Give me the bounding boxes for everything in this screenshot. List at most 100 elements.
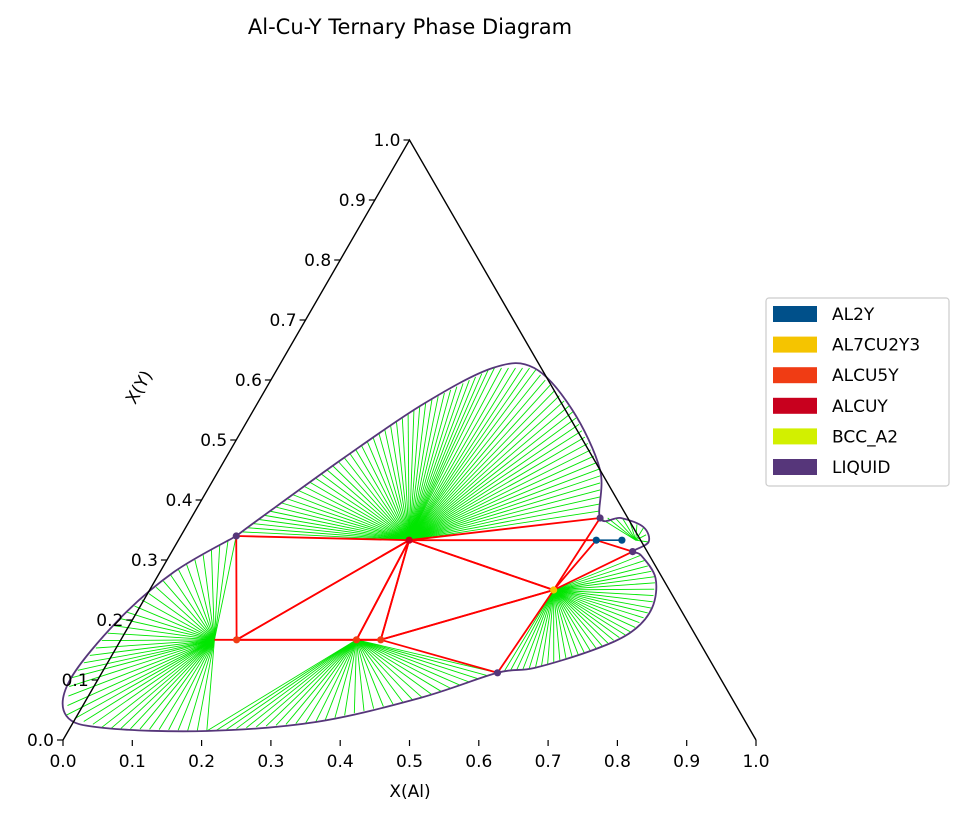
legend-swatch-alcuy bbox=[773, 397, 817, 414]
tie-line bbox=[120, 639, 215, 729]
x-tick-label: 0.4 bbox=[327, 752, 354, 772]
tie-line bbox=[148, 593, 215, 641]
tie-line bbox=[95, 639, 215, 649]
tie-line bbox=[553, 576, 655, 591]
tie-line bbox=[384, 429, 410, 541]
tie-line bbox=[408, 395, 560, 541]
tie-line bbox=[356, 639, 451, 689]
three-phase-triangle bbox=[552, 539, 634, 591]
tie-line bbox=[553, 589, 626, 636]
tie-line bbox=[408, 383, 464, 541]
tie-line bbox=[553, 589, 636, 628]
tie-line bbox=[408, 390, 555, 541]
tie-line bbox=[356, 639, 375, 709]
tie-line bbox=[408, 367, 495, 541]
tie-line bbox=[332, 465, 410, 541]
tie-line bbox=[281, 502, 410, 541]
tie-line bbox=[408, 399, 433, 541]
tie-line bbox=[408, 379, 470, 541]
tie-line bbox=[516, 589, 555, 671]
tie-line bbox=[349, 453, 410, 541]
tie-line bbox=[315, 477, 410, 541]
x-tick-label: 1.0 bbox=[742, 752, 769, 772]
tie-line bbox=[92, 639, 215, 725]
tie-line bbox=[74, 639, 215, 719]
tie-line bbox=[155, 587, 215, 641]
x-tick-label: 0.0 bbox=[49, 752, 76, 772]
phase-point-liquid bbox=[629, 548, 637, 556]
tie-line bbox=[553, 589, 644, 619]
tie-line bbox=[372, 437, 410, 541]
tie-line bbox=[170, 574, 215, 641]
legend-label-alcuy: ALCUY bbox=[832, 397, 888, 417]
tie-line bbox=[553, 589, 597, 649]
tie-line bbox=[236, 639, 357, 729]
liquid-boundary bbox=[61, 362, 658, 733]
tie-line bbox=[69, 639, 215, 687]
tie-line bbox=[353, 639, 357, 714]
tie-line bbox=[275, 506, 410, 541]
tie-line bbox=[553, 589, 632, 633]
phase-point-liquid bbox=[493, 669, 502, 677]
tie-line bbox=[408, 468, 600, 541]
tie-line bbox=[210, 550, 215, 640]
tie-line bbox=[409, 482, 601, 541]
tie-line bbox=[553, 588, 655, 591]
tie-line bbox=[285, 639, 357, 725]
tie-line bbox=[607, 517, 637, 541]
legend: AL2Y AL7CU2Y3 ALCU5Y ALCUY BCC_A2 LIQUID bbox=[765, 297, 950, 487]
tie-line bbox=[107, 632, 215, 641]
tie-line bbox=[344, 639, 357, 716]
tie-line bbox=[213, 535, 237, 640]
y-tick-label: 0.3 bbox=[131, 551, 158, 571]
tie-line bbox=[77, 639, 215, 671]
y-tick-label: 0.6 bbox=[235, 371, 262, 391]
tie-line bbox=[321, 473, 410, 541]
tie-line bbox=[553, 589, 609, 644]
tie-line bbox=[408, 430, 583, 541]
tie-line bbox=[553, 589, 603, 647]
tie-line bbox=[408, 402, 427, 541]
tie-line bbox=[408, 462, 597, 541]
tie-line bbox=[409, 510, 601, 541]
tie-line bbox=[119, 618, 215, 641]
tie-line bbox=[408, 405, 570, 541]
tie-line bbox=[141, 599, 215, 641]
legend-swatch-bcc_a2 bbox=[773, 428, 817, 445]
tie-line bbox=[553, 589, 579, 655]
tie-line bbox=[187, 639, 215, 731]
y-tick-label: 1.0 bbox=[373, 131, 400, 151]
tie-line bbox=[408, 455, 594, 541]
tie-line bbox=[356, 639, 384, 707]
tie-line bbox=[168, 639, 215, 731]
tie-line bbox=[253, 523, 410, 541]
phase-point-al2y bbox=[592, 536, 600, 544]
tie-line bbox=[202, 555, 215, 640]
tie-line bbox=[409, 489, 601, 541]
tie-line bbox=[67, 639, 215, 706]
tie-line-fans bbox=[66, 367, 655, 732]
tie-line bbox=[629, 521, 637, 541]
phase-point-alcu5y bbox=[377, 636, 385, 644]
tie-line bbox=[89, 639, 215, 656]
tie-line bbox=[553, 589, 654, 596]
tie-line bbox=[409, 475, 601, 541]
x-tick-label: 0.8 bbox=[604, 752, 631, 772]
tie-line bbox=[304, 486, 410, 541]
x-tick-label: 0.2 bbox=[188, 752, 215, 772]
tie-line bbox=[622, 518, 637, 541]
tie-line bbox=[401, 418, 410, 541]
tie-line bbox=[265, 639, 357, 727]
legend-swatch-alcu5y bbox=[773, 367, 817, 384]
tie-line bbox=[408, 443, 589, 541]
tie-line bbox=[134, 605, 215, 641]
phase-point-alcu5y bbox=[232, 636, 241, 644]
tie-line bbox=[553, 589, 620, 638]
liquid-boundary-group bbox=[61, 362, 658, 733]
tie-line bbox=[509, 589, 555, 672]
tie-line bbox=[408, 367, 523, 541]
y-tick-label: 0.9 bbox=[339, 191, 366, 211]
tie-line bbox=[408, 376, 476, 541]
tie-line bbox=[408, 367, 502, 541]
tie-line bbox=[255, 639, 357, 728]
